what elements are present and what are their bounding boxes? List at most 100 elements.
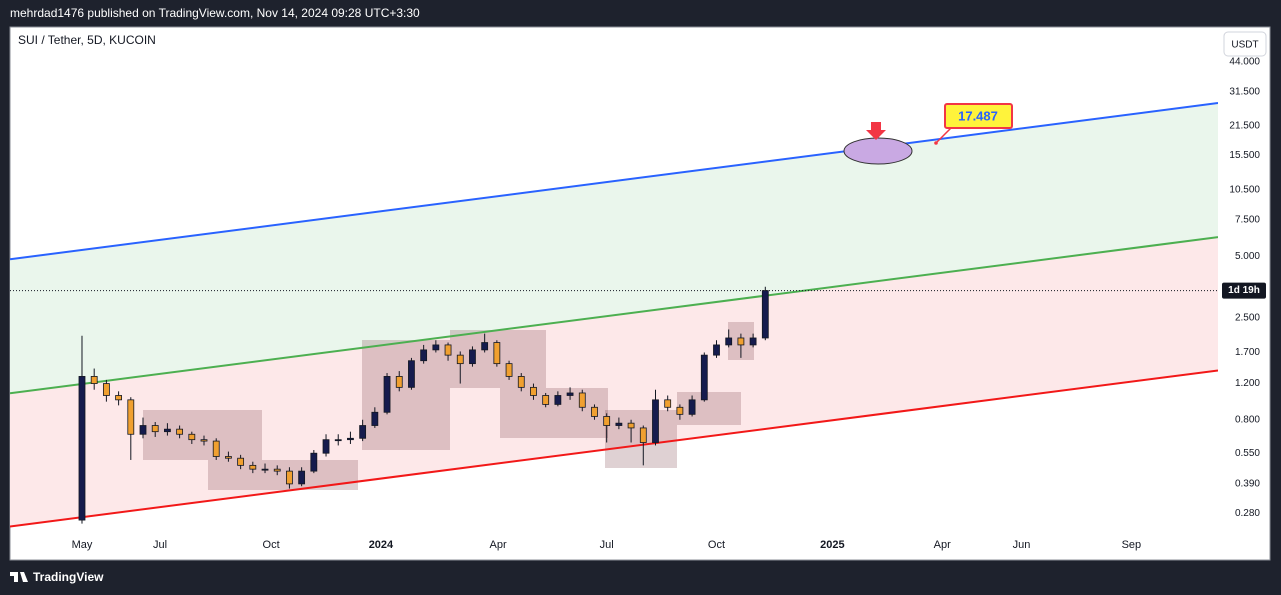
zone (362, 340, 450, 450)
candle-body (139, 425, 147, 435)
candle-body (273, 468, 281, 472)
y-tick-label: 1.700 (1235, 347, 1260, 358)
candle-body (176, 428, 184, 435)
x-tick-label: Jul (153, 539, 167, 551)
zone (208, 460, 358, 490)
footer-logo (10, 572, 28, 582)
candle-body (530, 386, 537, 396)
candle-body (591, 406, 598, 417)
y-tick-label: 31.500 (1229, 87, 1260, 98)
candle-body (408, 360, 415, 388)
candle-body (127, 399, 135, 435)
candle-body (469, 349, 476, 365)
candle-body (395, 376, 403, 388)
x-tick-label: Sep (1122, 539, 1142, 551)
candle-body (347, 437, 354, 441)
candle-body (627, 422, 635, 429)
y-tick-label: 1.200 (1235, 378, 1260, 389)
candle-body (383, 376, 391, 413)
candle-body (505, 363, 513, 377)
candle-body (151, 425, 159, 433)
candle-body (225, 456, 232, 459)
candle-body (334, 439, 342, 442)
x-tick-label: Jul (600, 539, 614, 551)
candle-body (115, 395, 122, 401)
candle-body (652, 399, 659, 443)
y-tick-label: 2.500 (1235, 313, 1260, 324)
candle-body (432, 344, 440, 351)
candle-body (700, 354, 708, 401)
candle-body (78, 376, 86, 521)
y-tick-label: 0.550 (1235, 448, 1260, 459)
channel-lines (10, 102, 1218, 528)
candle-body (713, 344, 720, 356)
candle-body (286, 470, 293, 485)
x-tick-label: 2024 (369, 539, 394, 551)
candle-body (249, 464, 257, 470)
candle-body (359, 425, 367, 439)
target-ellipse (843, 137, 913, 165)
zone (143, 410, 262, 460)
y-tick-label: 7.500 (1235, 215, 1260, 226)
candle-body (554, 395, 562, 405)
zone (500, 388, 608, 438)
header: mehrdad1476 published on TradingView.com… (10, 6, 420, 20)
callout-box (944, 103, 1013, 129)
footer: TradingView (33, 570, 104, 584)
candle-body (237, 457, 245, 466)
candle-body (566, 392, 574, 396)
y-tick-label: 0.800 (1235, 414, 1260, 425)
callout-text: 17.487 (958, 108, 998, 123)
candle-body (456, 354, 464, 365)
candle-body (615, 422, 623, 426)
y-tick-label: 10.500 (1229, 185, 1260, 196)
candle-body (310, 452, 318, 472)
callout-dot (934, 141, 938, 145)
zone (677, 392, 741, 425)
x-tick-label: Apr (490, 539, 507, 551)
chart-title: SUI / Tether, 5D, KUCOIN (18, 33, 156, 47)
candle-body (481, 342, 489, 351)
candle-body (664, 399, 672, 408)
x-tick-label: Jun (1013, 539, 1031, 551)
axes: 44.000 31.500 21.500 15.500 10.500 7.500 5.000… (10, 57, 1266, 551)
target-arrow (866, 122, 886, 140)
channel-line (10, 236, 1218, 395)
candle-body (90, 376, 98, 384)
x-tick-label: 2025 (820, 539, 844, 551)
candle-body (102, 383, 110, 396)
candle-body (493, 342, 501, 365)
channel-line (10, 369, 1218, 528)
candle-body (749, 337, 757, 346)
candle-body (188, 433, 196, 441)
candle-body (444, 344, 452, 356)
callout-pointer (935, 126, 953, 144)
candle-body (261, 468, 269, 471)
candle-body (725, 337, 733, 346)
y-tick-label: 21.500 (1229, 121, 1260, 132)
x-tick-label: May (72, 539, 93, 551)
candle-body (761, 290, 769, 339)
y-tick-label: 5.000 (1235, 251, 1260, 262)
candle-body (578, 392, 586, 408)
candle-body (737, 337, 745, 346)
candle-body (603, 416, 611, 426)
candle-body (212, 440, 220, 457)
channel-band (10, 103, 1218, 394)
candle-body (676, 406, 684, 415)
countdown-box (1222, 282, 1266, 299)
y-tick-label: 0.390 (1235, 479, 1260, 490)
candle-body (298, 470, 306, 485)
candle-body (517, 376, 525, 388)
y-tick-label: 15.500 (1229, 150, 1260, 161)
candle-body (371, 411, 379, 426)
candle-body (164, 428, 171, 433)
candles (78, 286, 769, 524)
candle-body (200, 439, 208, 442)
candle-body (639, 427, 647, 443)
candle-body (542, 395, 550, 405)
currency-button[interactable] (1223, 31, 1267, 57)
x-tick-label: Oct (708, 539, 725, 551)
